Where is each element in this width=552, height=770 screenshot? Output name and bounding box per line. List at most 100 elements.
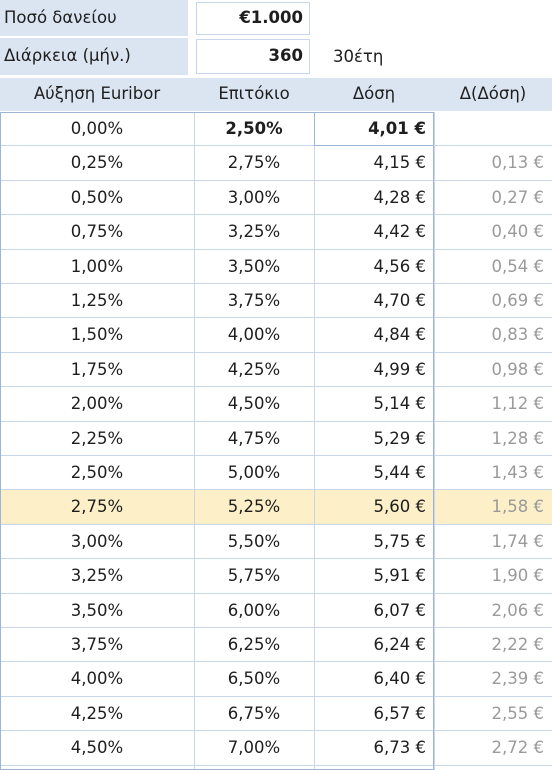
euribor-cell[interactable]: 0,25% [70,153,124,173]
row-divider [0,523,552,525]
duration-years-note: 30έτη [333,47,384,67]
duration-cell[interactable]: 360 [196,39,310,74]
delta-cell[interactable]: 1,12 € [491,394,544,414]
rate-cell[interactable]: 3,75% [227,290,281,310]
header-payment: Δόση [314,78,434,111]
payment-cell[interactable]: 6,07 € [373,600,426,620]
delta-cell[interactable]: 1,28 € [491,428,544,448]
payment-cell[interactable]: 5,75 € [373,531,426,551]
row-divider [0,592,552,594]
payment-cell[interactable]: 5,14 € [373,394,426,414]
euribor-cell[interactable]: 3,75% [70,634,124,654]
row-divider [0,317,552,319]
payment-cell[interactable]: 6,57 € [373,703,426,723]
delta-cell[interactable]: 2,55 € [491,703,544,723]
row-divider [0,283,552,284]
payment-cell[interactable]: 5,91 € [373,566,426,586]
row-divider [0,627,552,628]
rate-cell[interactable]: 3,25% [227,222,281,242]
payment-cell[interactable]: 4,01 € [368,118,426,138]
highlighted-row-bg [0,490,552,525]
delta-cell[interactable]: 0,83 € [491,325,544,345]
row-divider [0,248,552,250]
delta-cell[interactable]: 2,22 € [491,634,544,654]
delta-cell[interactable] [434,112,552,146]
column-divider [434,112,435,770]
euribor-cell[interactable]: 2,50% [70,462,124,482]
delta-cell[interactable]: 2,39 € [491,669,544,689]
row-divider [0,764,552,766]
payment-cell[interactable]: 5,44 € [373,462,426,482]
row-divider [0,420,552,422]
euribor-cell[interactable]: 0,75% [70,222,124,242]
rate-cell[interactable]: 7,00% [227,738,281,758]
rate-cell[interactable]: 3,50% [227,256,281,276]
delta-cell[interactable]: 1,90 € [491,566,544,586]
euribor-cell[interactable]: 2,25% [70,428,124,448]
delta-cell[interactable]: 0,98 € [491,359,544,379]
euribor-cell[interactable]: 3,50% [70,600,124,620]
euribor-cell[interactable]: 2,75% [70,497,124,517]
payment-cell[interactable]: 4,84 € [373,325,426,345]
payment-cell[interactable]: 4,15 € [373,153,426,173]
payment-cell[interactable]: 5,29 € [373,428,426,448]
loan-amount-label: Ποσό δανείου [0,0,188,36]
row-divider [0,558,552,560]
payment-cell[interactable]: 6,73 € [373,738,426,758]
euribor-cell[interactable]: 1,00% [70,256,124,276]
header-rate: Επιτόκιο [194,78,314,111]
payment-cell[interactable]: 4,70 € [373,290,426,310]
payment-cell[interactable]: 6,40 € [373,669,426,689]
euribor-cell[interactable]: 4,50% [70,738,124,758]
euribor-cell[interactable]: 2,00% [70,394,124,414]
euribor-cell[interactable]: 1,50% [70,325,124,345]
delta-cell[interactable]: 2,06 € [491,600,544,620]
euribor-cell[interactable]: 3,00% [70,531,124,551]
delta-cell[interactable]: 1,74 € [491,531,544,551]
payment-cell[interactable]: 4,99 € [373,359,426,379]
rate-cell[interactable]: 5,00% [227,462,281,482]
delta-cell[interactable]: 1,43 € [491,462,544,482]
euribor-cell[interactable]: 1,25% [70,290,124,310]
payment-cell[interactable]: 4,56 € [373,256,426,276]
euribor-cell[interactable]: 1,75% [70,359,124,379]
payment-cell[interactable]: 4,28 € [373,187,426,207]
delta-cell[interactable]: 1,58 € [491,497,544,517]
rate-cell[interactable]: 6,50% [227,669,281,689]
rate-cell[interactable]: 2,50% [225,118,283,138]
column-divider [194,112,195,770]
delta-cell[interactable]: 0,69 € [491,290,544,310]
rate-cell[interactable]: 4,50% [227,394,281,414]
rate-cell[interactable]: 4,75% [227,428,281,448]
delta-cell[interactable]: 0,54 € [491,256,544,276]
column-divider [314,112,315,770]
payment-cell[interactable]: 6,24 € [373,634,426,654]
delta-cell[interactable]: 0,40 € [491,222,544,242]
row-divider [0,455,552,456]
row-divider [0,695,552,697]
rate-cell[interactable]: 5,25% [227,497,281,517]
euribor-cell[interactable]: 0,50% [70,187,124,207]
euribor-cell[interactable]: 4,00% [70,669,124,689]
euribor-cell[interactable]: 0,00% [70,118,124,138]
euribor-cell[interactable]: 4,25% [70,703,124,723]
delta-cell[interactable]: 0,13 € [491,153,544,173]
euribor-cell[interactable]: 3,25% [70,566,124,586]
rate-cell[interactable]: 2,75% [227,153,281,173]
rate-cell[interactable]: 6,00% [227,600,281,620]
delta-cell[interactable]: 0,27 € [491,187,544,207]
rate-cell[interactable]: 6,25% [227,634,281,654]
header-payment-delta: Δ(Δόση) [434,78,552,111]
row-divider [0,730,552,732]
loan-amount-cell[interactable]: €1.000 [196,2,310,35]
rate-cell[interactable]: 4,00% [227,325,281,345]
rate-cell[interactable]: 5,75% [227,566,281,586]
rate-cell[interactable]: 4,25% [227,359,281,379]
rate-cell[interactable]: 5,50% [227,531,281,551]
rate-cell[interactable]: 6,75% [227,703,281,723]
payment-cell[interactable]: 5,60 € [373,497,426,517]
row-divider [0,661,552,663]
payment-cell[interactable]: 4,42 € [373,222,426,242]
rate-cell[interactable]: 3,00% [227,187,281,207]
delta-cell[interactable]: 2,72 € [491,738,544,758]
